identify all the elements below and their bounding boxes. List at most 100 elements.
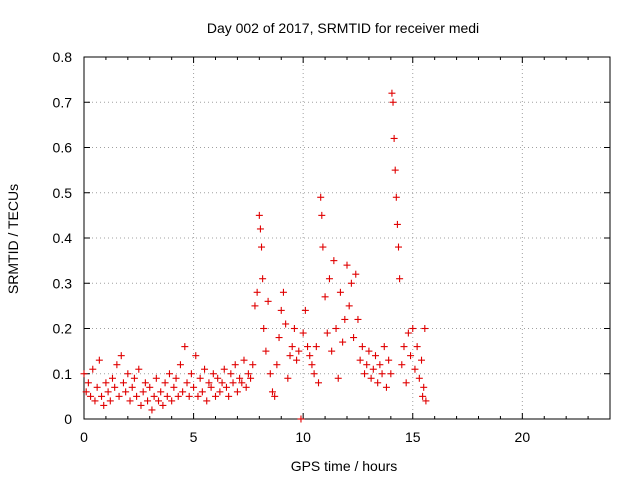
data-point xyxy=(321,293,329,301)
data-point xyxy=(347,279,355,287)
data-point xyxy=(339,338,347,346)
data-point xyxy=(141,379,149,387)
data-point xyxy=(318,211,326,219)
data-point xyxy=(290,325,298,332)
data-point xyxy=(249,361,257,369)
data-point xyxy=(135,365,143,373)
data-point xyxy=(382,383,390,391)
data-point xyxy=(413,343,421,351)
data-point xyxy=(315,379,323,387)
data-point xyxy=(95,356,103,364)
data-point xyxy=(220,365,228,373)
data-point xyxy=(392,193,400,201)
y-tick-label: 0.8 xyxy=(53,49,73,65)
data-point xyxy=(209,370,217,378)
y-tick-label: 0.7 xyxy=(53,94,73,110)
data-point xyxy=(139,388,147,396)
data-point xyxy=(391,166,399,174)
data-point xyxy=(310,370,318,378)
data-point xyxy=(365,347,373,355)
data-point xyxy=(148,406,156,414)
data-point xyxy=(293,356,301,364)
data-point xyxy=(422,397,430,405)
y-axis-label: SRMTID / TECUs xyxy=(5,184,21,294)
data-point xyxy=(89,365,97,373)
data-point xyxy=(376,361,384,369)
data-point xyxy=(407,352,415,360)
data-point xyxy=(87,392,95,400)
data-point xyxy=(214,374,222,382)
y-tick-label: 0.6 xyxy=(53,140,73,156)
data-point xyxy=(308,361,316,369)
data-point xyxy=(279,288,287,296)
data-point xyxy=(172,374,180,382)
data-point xyxy=(244,370,252,378)
data-point xyxy=(170,383,178,391)
x-tick-label: 15 xyxy=(405,429,421,445)
data-point xyxy=(119,379,127,387)
data-point xyxy=(271,392,279,400)
data-point xyxy=(126,397,134,405)
data-point xyxy=(165,370,173,378)
data-point xyxy=(157,388,165,396)
data-point xyxy=(98,392,106,400)
data-point xyxy=(150,392,158,400)
data-point xyxy=(93,383,101,391)
data-point xyxy=(225,392,233,400)
data-point xyxy=(299,329,307,337)
data-point xyxy=(203,397,211,405)
data-point xyxy=(155,397,163,405)
data-point xyxy=(106,397,114,405)
x-tick-label: 0 xyxy=(80,429,88,445)
x-tick-label: 20 xyxy=(515,429,531,445)
data-point xyxy=(282,320,290,328)
data-point xyxy=(332,325,340,332)
data-point xyxy=(181,343,189,351)
x-tick-label: 10 xyxy=(295,429,311,445)
data-point xyxy=(319,243,327,251)
data-point xyxy=(390,134,398,142)
data-point xyxy=(304,343,312,351)
y-tick-label: 0.1 xyxy=(53,366,73,382)
data-points xyxy=(80,89,430,423)
data-point xyxy=(115,392,123,400)
data-point xyxy=(130,374,138,382)
data-point xyxy=(369,365,377,373)
data-point xyxy=(268,388,276,396)
data-point xyxy=(198,388,206,396)
data-point xyxy=(341,315,349,323)
data-point xyxy=(122,388,130,396)
data-point xyxy=(194,392,202,400)
data-point xyxy=(306,352,314,360)
data-point xyxy=(363,361,371,369)
data-point xyxy=(312,343,320,351)
data-point xyxy=(152,374,160,382)
data-point xyxy=(288,343,296,351)
data-point xyxy=(325,275,333,283)
data-point xyxy=(113,361,121,369)
chart-title: Day 002 of 2017, SRMTID for receiver med… xyxy=(207,20,479,36)
data-point xyxy=(259,275,267,283)
data-point xyxy=(343,261,351,269)
plot-frame xyxy=(83,56,611,420)
data-point xyxy=(301,306,309,314)
data-point xyxy=(367,374,375,382)
data-point xyxy=(231,361,239,369)
data-point xyxy=(104,388,112,396)
x-axis-label: GPS time / hours xyxy=(291,458,398,474)
data-point xyxy=(108,374,116,382)
data-point xyxy=(133,392,141,400)
data-point xyxy=(385,356,393,364)
data-point xyxy=(227,370,235,378)
data-point xyxy=(179,388,187,396)
data-point xyxy=(396,275,404,283)
data-point xyxy=(328,347,336,355)
grid-lines xyxy=(84,57,610,419)
tick-labels: 0 5 10 15 20 0 0.1 0.2 0.3 0.4 0.5 0.6 0.7 0.8 xyxy=(53,49,531,445)
data-point xyxy=(323,329,331,337)
data-point xyxy=(393,220,401,228)
data-point xyxy=(371,352,379,360)
data-point xyxy=(420,383,428,391)
data-point xyxy=(102,379,110,387)
data-point xyxy=(174,392,182,400)
